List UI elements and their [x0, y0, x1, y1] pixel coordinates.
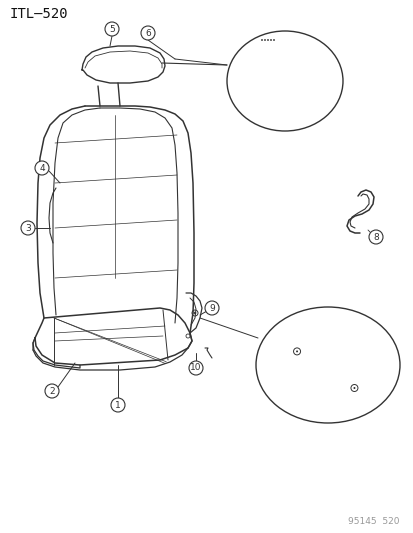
Circle shape	[285, 336, 299, 350]
Circle shape	[263, 39, 265, 41]
Text: ITL–520: ITL–520	[10, 7, 69, 21]
Circle shape	[105, 22, 119, 36]
Circle shape	[194, 312, 195, 314]
Text: 5: 5	[109, 25, 114, 34]
Text: 1: 1	[115, 400, 121, 409]
Circle shape	[270, 39, 271, 41]
Circle shape	[353, 387, 355, 389]
Circle shape	[21, 221, 35, 235]
Circle shape	[273, 39, 274, 41]
Circle shape	[295, 350, 297, 352]
Text: 4: 4	[39, 164, 45, 173]
Circle shape	[35, 161, 49, 175]
Circle shape	[111, 398, 125, 412]
Circle shape	[267, 39, 268, 41]
Text: 95145  520: 95145 520	[348, 516, 399, 526]
Text: 3: 3	[25, 223, 31, 232]
Circle shape	[204, 301, 218, 315]
Circle shape	[293, 348, 300, 355]
Circle shape	[305, 69, 319, 83]
Circle shape	[261, 39, 262, 41]
Text: 9: 9	[290, 338, 295, 348]
Text: 6: 6	[145, 28, 150, 37]
Text: 8: 8	[372, 232, 378, 241]
Circle shape	[45, 384, 59, 398]
Text: 7: 7	[309, 71, 315, 80]
Text: 9: 9	[209, 303, 214, 312]
Circle shape	[189, 361, 202, 375]
Text: 10: 10	[190, 364, 201, 373]
Ellipse shape	[226, 31, 342, 131]
Ellipse shape	[255, 307, 399, 423]
Circle shape	[350, 384, 357, 392]
Text: 2: 2	[49, 386, 55, 395]
Circle shape	[141, 26, 154, 40]
Circle shape	[368, 230, 382, 244]
